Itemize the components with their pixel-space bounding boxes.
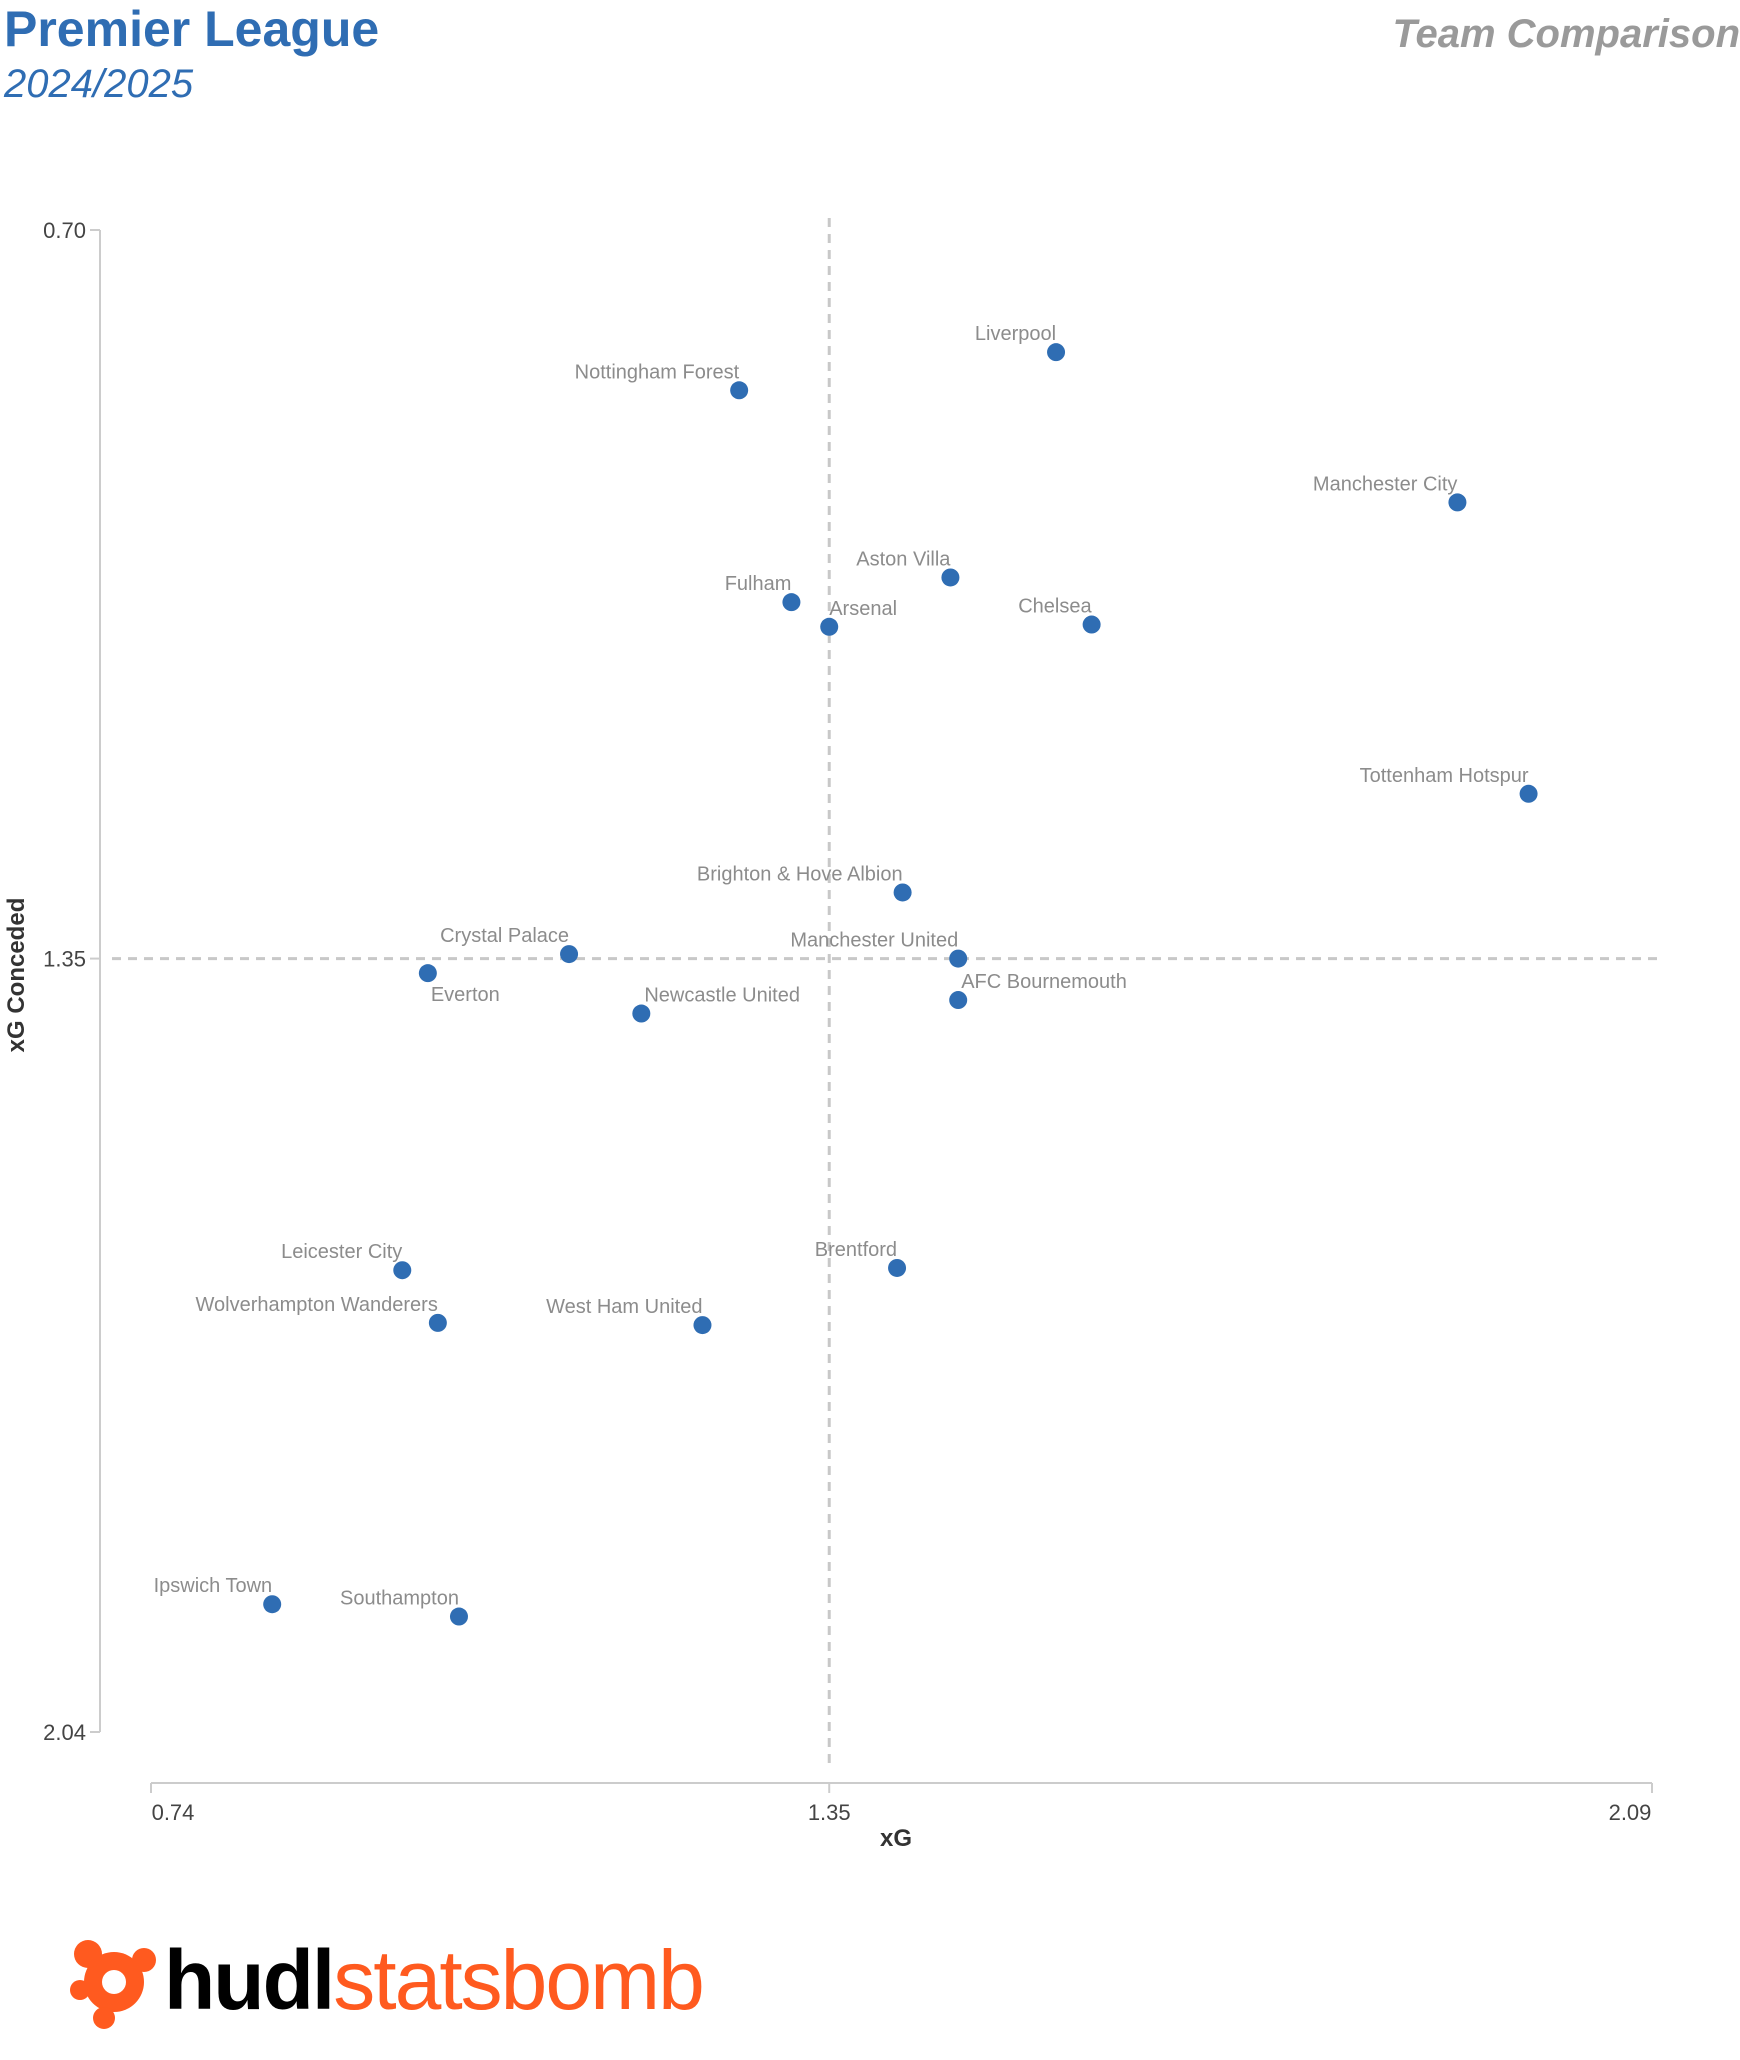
data-point [949, 949, 968, 968]
point-label: Ipswich Town [154, 1575, 273, 1597]
point-label: Crystal Palace [440, 925, 569, 947]
point-label: Tottenham Hotspur [1360, 765, 1529, 787]
point-label: Everton [431, 984, 500, 1006]
point-label: Fulham [725, 573, 792, 595]
point-label: Wolverhampton Wanderers [196, 1294, 438, 1316]
point-label: Newcastle United [644, 985, 800, 1007]
data-point [888, 1258, 907, 1277]
data-point [560, 945, 579, 964]
data-point [393, 1261, 412, 1280]
statsbomb-logo-icon [70, 1940, 156, 2029]
chart-title: Premier League [4, 1, 380, 57]
data-point [820, 617, 839, 636]
data-point [1519, 784, 1538, 803]
data-point [693, 1316, 712, 1335]
data-point [1082, 615, 1101, 634]
point-label: West Ham United [546, 1296, 702, 1318]
data-point [263, 1595, 282, 1614]
x-tick-label: 0.74 [152, 1800, 195, 1825]
data-point [782, 593, 801, 612]
logo-text-statsbomb: statsbomb [333, 1932, 705, 2027]
point-label: Brentford [815, 1239, 897, 1261]
point-label: Southampton [340, 1588, 459, 1610]
data-point [428, 1313, 447, 1332]
point-label: Manchester United [790, 930, 958, 952]
data-point [949, 991, 968, 1010]
point-label: Nottingham Forest [575, 361, 740, 383]
x-tick-label: 2.09 [1609, 1800, 1652, 1825]
data-point [632, 1004, 651, 1023]
data-point [1047, 343, 1066, 362]
data-point [941, 568, 960, 587]
point-label: Leicester City [281, 1241, 402, 1263]
point-label: Chelsea [1018, 596, 1092, 618]
point-label: AFC Bournemouth [961, 971, 1127, 993]
y-tick-label: 2.04 [43, 1720, 86, 1745]
y-tick-label: 1.35 [43, 947, 86, 972]
point-label: Brighton & Hove Albion [697, 863, 903, 885]
season-subtitle: 2024/2025 [4, 62, 194, 106]
comparison-title: Team Comparison [1392, 12, 1740, 56]
logo-text-hudl: hudl [164, 1932, 335, 2027]
data-point [449, 1607, 468, 1626]
scatter-chart: 0.70 1.35 2.04 0.74 1.35 2.09 xG xG Conceded Liv… [3, 218, 1660, 1852]
data-point [893, 883, 912, 902]
y-tick-label: 0.70 [43, 218, 86, 243]
point-label: Aston Villa [856, 548, 951, 570]
x-tick-label: 1.35 [808, 1800, 851, 1825]
x-axis-title: xG [880, 1825, 912, 1852]
point-label: Liverpool [975, 323, 1056, 345]
data-point [418, 964, 437, 983]
point-label: Arsenal [829, 598, 897, 620]
data-point [1448, 493, 1467, 512]
point-label: Manchester City [1313, 473, 1458, 495]
y-axis-title: xG Conceded [3, 898, 30, 1053]
hudl-statsbomb-logo: hudl statsbomb [64, 1930, 705, 2030]
data-point [730, 381, 749, 400]
